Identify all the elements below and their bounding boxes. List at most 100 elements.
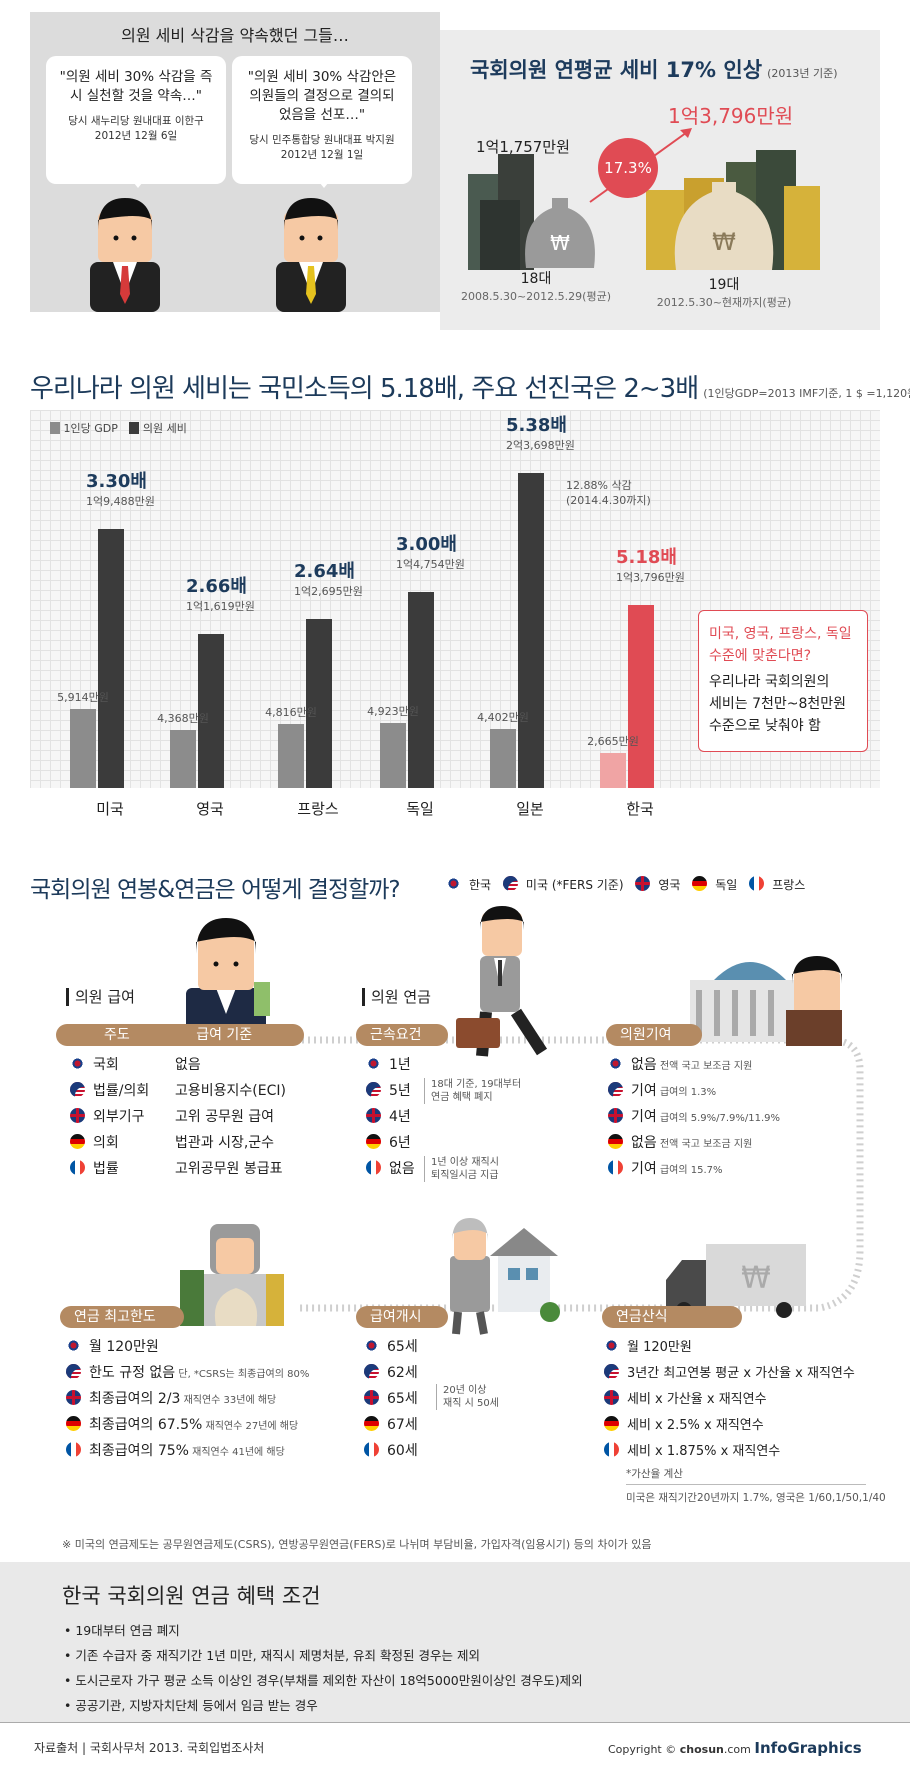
tenure-note-fr-line2: 퇴직일시금 지급: [431, 1170, 499, 1181]
gdp-value-label: 4,923만원: [367, 704, 419, 718]
conditions-text: 도시근로자 가구 평균 소득 이상인 경우(부채를 제외한 자산이 18억500…: [75, 1673, 583, 1688]
start-rows: 65세 62세 65세 67세 60세: [364, 1336, 418, 1466]
legend-gdp: 1인당 GDP: [63, 422, 118, 435]
ratio-label: 2.64배: [294, 561, 355, 583]
calc-value: 세비 x 1.875% x 재직연수: [627, 1444, 781, 1459]
source-text: 자료출처 | 국회사무처 2013. 국회입법조사처: [34, 1741, 265, 1755]
korea-conditions-panel: 한국 국회의원 연금 혜택 조건 • 19대부터 연금 폐지 • 기존 수급자 …: [0, 1562, 910, 1722]
flag-kr-icon: [364, 1338, 379, 1353]
flag-row: 없음: [366, 1158, 415, 1184]
calc-value: 월 120만원: [627, 1340, 692, 1355]
flow-path: [290, 1036, 864, 1312]
contribution-value: 기여: [631, 1109, 657, 1125]
contribution-value: 없음: [631, 1135, 657, 1151]
tenure-note-kr: 18대 기준, 19대부터 연금 혜택 폐지: [424, 1078, 521, 1104]
start-note: 20년 이상 재직 시 50세: [436, 1384, 499, 1410]
quote-author: 당시 새누리당 원내대표 이한구: [68, 115, 204, 127]
start-pill: 급여개시: [356, 1306, 448, 1328]
salary-value-label: 1억3,796만원: [616, 570, 685, 584]
flag-row: 의회 법관과 시장,군수: [70, 1132, 286, 1158]
gdp-bar: [380, 722, 406, 788]
quote-author: 당시 민주통합당 원내대표 박지원: [249, 134, 395, 146]
chart-note: (1인당GDP=2013 IMF기준, 1 $ =1,120원): [703, 387, 910, 400]
salary-lead: 의회: [93, 1135, 119, 1151]
tenure-note-fr-line1: 1년 이상 재직시: [431, 1157, 499, 1168]
contribution-note: 전액 국고 보조금 지원: [656, 1139, 753, 1150]
quote-date: 2012년 12월 1일: [280, 149, 364, 161]
copyright-label: Copyright ©: [608, 1743, 677, 1756]
flag-fr-icon: [604, 1442, 619, 1457]
salary-value-label: 2억3,698만원: [506, 439, 575, 452]
flag-row: 최종급여의 75% 재직연수 41년에 해당: [66, 1440, 309, 1466]
salary-bar: [518, 473, 544, 788]
svg-text:₩: ₩: [712, 228, 736, 256]
start-note-line1: 20년 이상: [443, 1385, 487, 1396]
chart-layer: 5,914만원 3.30배 1억9,488만원 미국 4,368만원 2.66배 1억1,6…: [0, 0, 910, 820]
quote-text: "의원 세비 30% 삭감안은 의원들의 결정으로 결의되었음을 선포…": [247, 69, 397, 123]
gdp-bar: [278, 723, 304, 788]
salary-heading: 의원 급여: [66, 988, 135, 1006]
start-value: 62세: [387, 1365, 418, 1381]
tenure-note-fr: 1년 이상 재직시 퇴직일시금 지급: [424, 1156, 499, 1182]
quote-bubble-1: "의원 세비 30% 삭감을 즉시 실천할 것을 약속…" 당시 새누리당 원내…: [46, 56, 226, 188]
politician-figure-1: [90, 198, 160, 312]
conditions-item: • 공공기관, 지방자치단체 등에서 임금 받는 경우: [64, 1698, 318, 1713]
calc-pill: 연금산식: [602, 1306, 742, 1328]
svg-text:₩: ₩: [741, 1261, 771, 1296]
start-value: 65세: [387, 1339, 418, 1355]
flag-kr-icon: [446, 876, 461, 891]
japan-note: 12.88% 삭감 (2014.4.30까지): [566, 478, 651, 508]
callout-line2: 수준에 맞춘다면?: [709, 648, 812, 664]
salary-basis: 고위 공무원 급여: [175, 1109, 275, 1125]
flag-de-icon: [66, 1416, 81, 1431]
salary-col1: 주도: [104, 1027, 130, 1043]
flag-row: 월 120만원: [604, 1336, 855, 1362]
contribution-value: 기여: [631, 1083, 657, 1099]
brand-suffix: .com: [723, 1743, 751, 1756]
ratio-label: 5.38배: [506, 415, 567, 436]
after-amount: 1억3,796만원: [668, 104, 794, 128]
flag-uk-icon: [70, 1108, 85, 1123]
flag-uk-icon: [608, 1108, 623, 1123]
flag-de-icon: [604, 1416, 619, 1431]
legend-salary: 의원 세비: [142, 422, 187, 435]
flag-row: 세비 x 1.875% x 재직연수: [604, 1440, 855, 1466]
legend-fr: 프랑스: [772, 878, 806, 892]
flag-de-icon: [364, 1416, 379, 1431]
quote-bubble-2: "의원 세비 30% 삭감안은 의원들의 결정으로 결의되었음을 선포…" 당시…: [232, 56, 412, 188]
conditions-text: 공공기관, 지방자치단체 등에서 임금 받는 경우: [75, 1698, 318, 1713]
gdp-bar: [490, 729, 516, 788]
legend-swatch-gdp: [50, 422, 60, 434]
flag-row: 62세: [364, 1362, 418, 1388]
legend-uk: 영국: [658, 878, 681, 892]
flag-fr-icon: [366, 1160, 381, 1175]
flag-row: 기여 급여의 5.9%/7.9%/11.9%: [608, 1106, 780, 1132]
flag-fr-icon: [608, 1160, 623, 1175]
salary-value-label: 1억1,619만원: [186, 599, 255, 613]
flag-us-icon: [66, 1364, 81, 1379]
flag-row: 5년: [366, 1080, 415, 1106]
conditions-text: 기존 수급자 중 재직기간 1년 미만, 재직시 제명처분, 유죄 확정된 경우…: [75, 1648, 480, 1663]
max-rows: 월 120만원 한도 규정 없음 단, *CSRS는 최종급여의 80% 최종급여의…: [66, 1336, 309, 1466]
salary-bar: [306, 619, 332, 788]
flag-row: 외부기구 고위 공무원 급여: [70, 1106, 286, 1132]
salary-value-label: 1억4,754만원: [396, 557, 465, 571]
chart-legend: 1인당 GDP 의원 세비: [50, 420, 187, 436]
salary-illustration: [186, 918, 270, 1038]
contribution-rows: 없음 전액 국고 보조금 지원 기여 급여의 1.3% 기여 급여의 5.9%/7.…: [608, 1054, 780, 1184]
flag-kr-icon: [604, 1338, 619, 1353]
elderly-money-illustration: [180, 1224, 284, 1326]
conditions-title: 한국 국회의원 연금 혜택 조건: [62, 1584, 321, 1608]
flag-us-icon: [604, 1364, 619, 1379]
money-illustration: ₩ ₩: [468, 128, 820, 270]
before-label: 18대: [520, 271, 552, 287]
flag-row: 67세: [364, 1414, 418, 1440]
flag-kr-icon: [66, 1338, 81, 1353]
flag-row: 월 120만원: [66, 1336, 309, 1362]
contribution-note: 급여의 1.3%: [656, 1087, 717, 1098]
flag-row: 1년: [366, 1054, 415, 1080]
flag-de-icon: [608, 1134, 623, 1149]
promise-title: 의원 세비 삭감을 약속했던 그들…: [121, 26, 349, 45]
ratio-label: 3.30배: [86, 470, 147, 492]
flag-kr-icon: [366, 1056, 381, 1071]
